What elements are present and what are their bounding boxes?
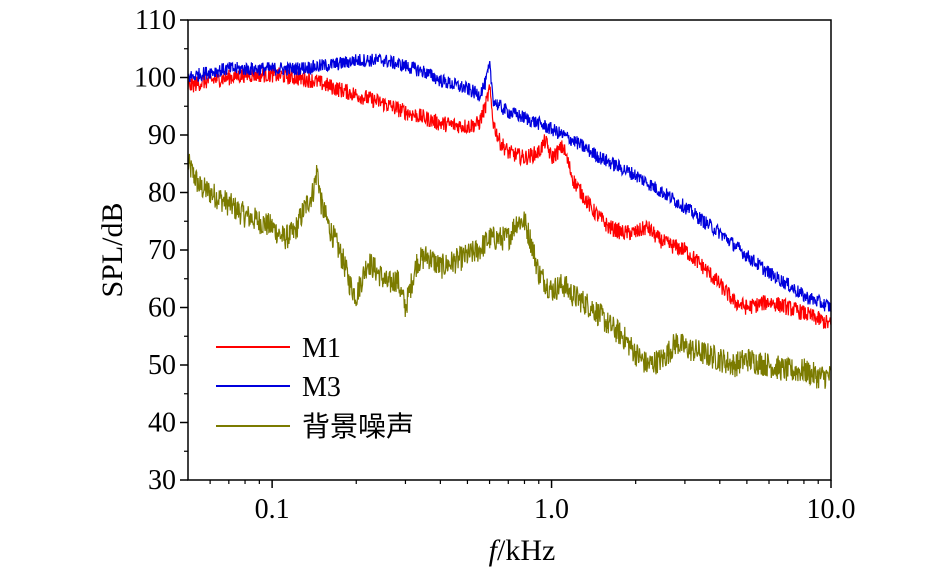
x-tick-label-0.1: 0.1 — [255, 494, 290, 525]
y-tick-label-90: 90 — [148, 120, 176, 151]
y-tick-label-60: 60 — [148, 293, 176, 324]
y-tick-label-40: 40 — [148, 408, 176, 439]
legend-label-background-noise: 背景噪声 — [302, 411, 414, 443]
tick-layer — [180, 19, 832, 488]
x-tick-label-1.0: 1.0 — [534, 494, 569, 525]
series-layer — [187, 53, 832, 389]
legend-label-m1: M1 — [302, 333, 341, 364]
legend: M1 M3 背景噪声 — [216, 333, 414, 443]
y-tick-label-70: 70 — [148, 235, 176, 266]
y-tick-label-100: 100 — [134, 63, 176, 94]
series-line-background-noise — [187, 153, 832, 389]
plot-frame — [187, 19, 832, 481]
y-tick-label-50: 50 — [148, 350, 176, 381]
series-line-m1 — [187, 66, 832, 329]
x-tick-label-10.0: 10.0 — [807, 494, 856, 525]
legend-label-m3: M3 — [302, 372, 341, 403]
x-axis-title: f/kHz — [489, 534, 556, 567]
label-layer: 30 40 50 60 70 80 90 100 110 0.1 1.0 10.0 — [134, 5, 856, 525]
x-axis-unit: /kHz — [497, 534, 555, 567]
y-tick-label-110: 110 — [135, 5, 176, 36]
y-tick-label-80: 80 — [148, 178, 176, 209]
y-axis-title: SPL/dB — [96, 202, 129, 297]
series-line-m3 — [187, 53, 832, 313]
y-tick-label-30: 30 — [148, 465, 176, 496]
